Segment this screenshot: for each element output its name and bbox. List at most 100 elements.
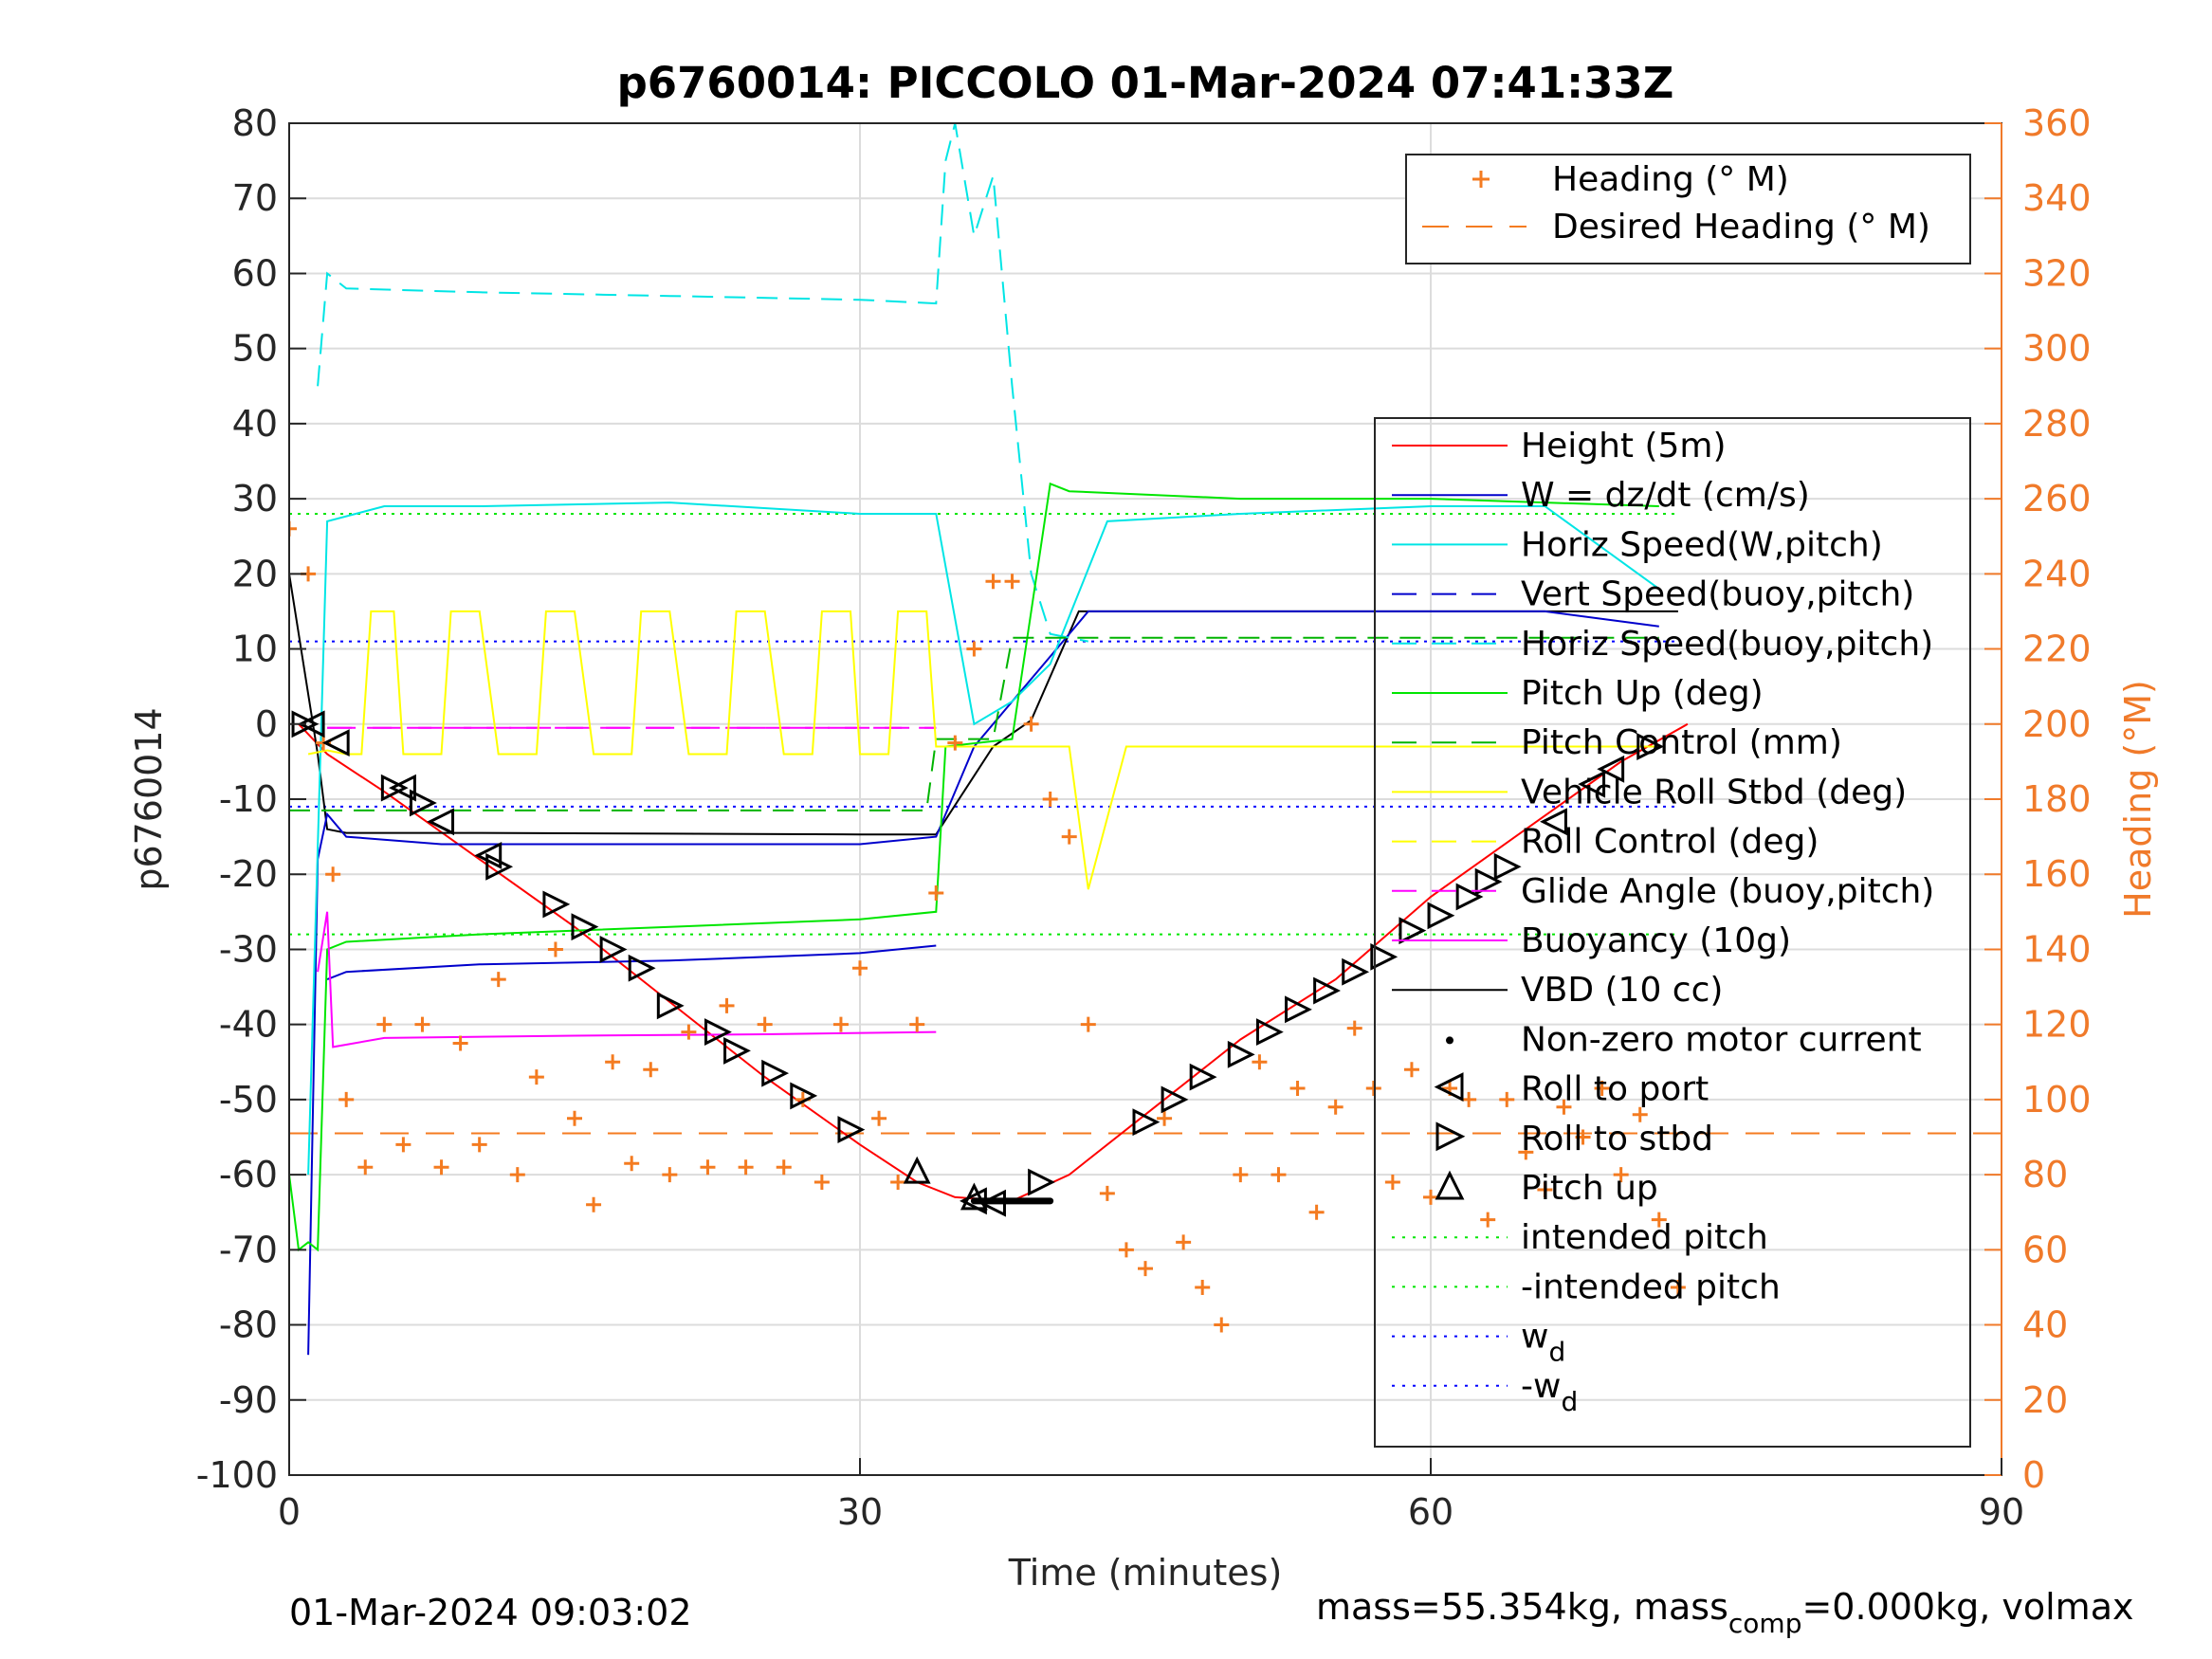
legend-label: Pitch Control (mm) <box>1521 723 1842 762</box>
heading-point <box>719 997 735 1013</box>
legend-label: -intended pitch <box>1521 1267 1781 1306</box>
legend-label: Non-zero motor current <box>1521 1020 1922 1059</box>
roll-to-port-marker <box>427 808 455 836</box>
heading-point <box>738 1159 754 1176</box>
legend-main-box <box>1374 417 1971 1448</box>
legend-label: Roll Control (deg) <box>1521 823 1819 862</box>
x-tick-label: 60 <box>1408 1491 1453 1533</box>
heading-point <box>1289 1081 1306 1097</box>
y-tick-label: 60 <box>232 252 278 294</box>
legend-label: -wd <box>1521 1367 1578 1417</box>
y-tick-label: -30 <box>219 928 278 970</box>
series-vehicle-roll-stbd-deg <box>307 610 1659 890</box>
heading-point <box>1480 1212 1496 1228</box>
legend-main: Height (5m) W = dz/dt (cm/s) Horiz Speed(W… <box>1374 417 1971 1448</box>
roll-to-stbd-marker <box>1493 852 1522 881</box>
y2-tick-label: 340 <box>2022 177 2092 219</box>
heading-point <box>1384 1175 1400 1191</box>
heading-point <box>928 885 944 902</box>
roll-to-stbd-marker <box>485 852 514 881</box>
roll-to-stbd-marker <box>599 936 628 963</box>
y2-tick-label: 80 <box>2022 1154 2068 1195</box>
legend-heading-box <box>1405 154 1971 264</box>
y2-tick-label: 140 <box>2022 928 2092 970</box>
y-tick-label: -50 <box>219 1079 278 1121</box>
legend-label: Glide Angle (buoy,pitch) <box>1521 872 1934 911</box>
heading-point <box>1461 1091 1477 1107</box>
legend-label: Height (5m) <box>1521 427 1727 465</box>
y-tick-label: -100 <box>196 1454 278 1496</box>
legend-label: Horiz Speed(buoy,pitch) <box>1521 625 1933 664</box>
roll-to-stbd-marker <box>628 954 656 982</box>
roll-to-stbd-marker <box>1474 867 1503 896</box>
roll-to-port-marker <box>297 710 325 738</box>
roll-to-stbd-marker <box>380 774 409 802</box>
y-tick-label: 50 <box>232 328 278 370</box>
y2-tick-label: 160 <box>2022 853 2092 895</box>
heading-point <box>966 641 982 657</box>
heading-point <box>1575 1129 1591 1145</box>
y2-tick-label: 300 <box>2022 328 2092 370</box>
heading-point <box>1252 1054 1268 1070</box>
heading-point <box>1195 1279 1211 1295</box>
series-pitch-control-mm <box>289 636 1659 811</box>
pitch-up-marker <box>960 1182 988 1211</box>
y2-tick-label: 240 <box>2022 553 2092 594</box>
x-axis-label: Time (minutes) <box>1008 1552 1283 1594</box>
footer-mass: mass=55.354kg, masscomp=0.000kg, volmax <box>1316 1586 2133 1639</box>
heading-point <box>700 1159 716 1176</box>
x-tick-label: 0 <box>278 1491 301 1533</box>
legend-label: Buoyancy (10g) <box>1521 921 1791 960</box>
roll-to-stbd-marker <box>723 1036 751 1065</box>
y2-tick-label: 0 <box>2022 1454 2045 1496</box>
legend-label-main: -w <box>1521 1367 1561 1406</box>
roll-to-stbd-marker <box>1427 902 1455 930</box>
series-buoyancy-10g <box>317 911 937 1048</box>
x-tick-label: 30 <box>837 1491 883 1533</box>
roll-to-stbd-marker <box>409 789 437 817</box>
footer-mass-text: mass=55.354kg, mass <box>1316 1586 1728 1628</box>
y-tick-label: 80 <box>232 102 278 144</box>
heading-point <box>325 866 341 883</box>
chart-title: p6760014: PICCOLO 01-Mar-2024 07:41:33Z <box>617 58 1674 108</box>
heading-point <box>1365 1081 1381 1097</box>
heading-point <box>452 1035 468 1051</box>
y2-tick-label: 320 <box>2022 252 2092 294</box>
pitch-up-marker <box>903 1156 931 1184</box>
heading-point <box>357 1159 374 1176</box>
roll-to-stbd-marker <box>1398 917 1427 945</box>
heading-point <box>871 1110 887 1126</box>
roll-to-stbd-marker <box>1342 957 1370 986</box>
legend-label-main: w <box>1521 1318 1548 1357</box>
heading-point <box>1613 1167 1629 1183</box>
series-horiz-speed-buoy-pitch <box>317 123 1088 643</box>
heading-point <box>1556 1099 1572 1115</box>
roll-to-stbd-marker <box>1028 1168 1055 1196</box>
legend-label: Pitch Up (deg) <box>1521 674 1764 713</box>
roll-to-stbd-marker <box>704 1018 732 1047</box>
roll-to-port-marker <box>321 729 350 757</box>
marker-layer <box>291 710 1665 1217</box>
y2-tick-label: 360 <box>2022 102 2092 144</box>
heading-point <box>1670 1279 1686 1295</box>
heading-point <box>832 1016 849 1032</box>
series-vert-speed-buoy-pitch <box>326 944 937 981</box>
legend-swatch <box>1434 1072 1464 1103</box>
legend-heading-swatch <box>1472 171 1490 188</box>
legend-label: VBD (10 cc) <box>1521 971 1723 1010</box>
heading-point <box>643 1062 659 1078</box>
roll-to-port-marker <box>1597 755 1625 783</box>
y-axis-ticks: 80 70 60 50 40 30 20 10 0 -10 -20 -30 -40 -50 -60 -70 -8… <box>196 102 306 1496</box>
heading-point <box>1499 1091 1515 1107</box>
legend-swatch <box>1446 1036 1453 1045</box>
roll-to-stbd-marker <box>837 1116 866 1144</box>
heading-point <box>1118 1242 1134 1258</box>
y-tick-label: -20 <box>219 853 278 895</box>
heading-point <box>681 1024 697 1040</box>
heading-point <box>528 1069 544 1085</box>
heading-point <box>509 1167 525 1183</box>
y2-tick-label: 260 <box>2022 478 2092 520</box>
roll-to-stbd-marker <box>761 1059 790 1087</box>
heading-point <box>1537 1181 1553 1197</box>
roll-to-port-marker <box>1578 770 1606 798</box>
